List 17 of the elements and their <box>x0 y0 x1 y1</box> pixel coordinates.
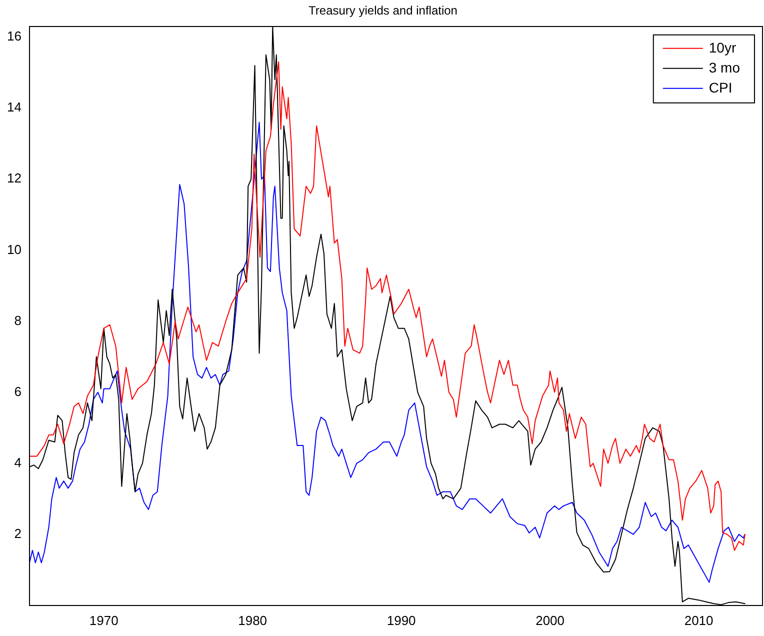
x-tick-label: 1980 <box>238 612 268 628</box>
y-tick-label: 14 <box>6 100 22 115</box>
legend-label: 10yr <box>708 39 736 56</box>
chart-title: Treasury yields and inflation <box>308 4 458 18</box>
y-tick-label: 6 <box>14 384 22 399</box>
y-tick-label: 8 <box>14 312 22 328</box>
y-tick-label: 4 <box>14 454 22 470</box>
y-tick-label: 2 <box>14 526 22 541</box>
y-tick-label: 16 <box>6 28 22 44</box>
y-tick-label: 10 <box>6 242 22 257</box>
y-tick-label: 12 <box>6 170 22 186</box>
x-tick-label: 2010 <box>684 612 714 628</box>
x-tick-label: 2000 <box>536 612 565 628</box>
legend-label: CPI <box>708 79 732 96</box>
x-tick-label: 1990 <box>386 612 416 628</box>
legend-label: 3 mo <box>708 59 740 76</box>
x-tick-label: 1970 <box>89 612 118 628</box>
